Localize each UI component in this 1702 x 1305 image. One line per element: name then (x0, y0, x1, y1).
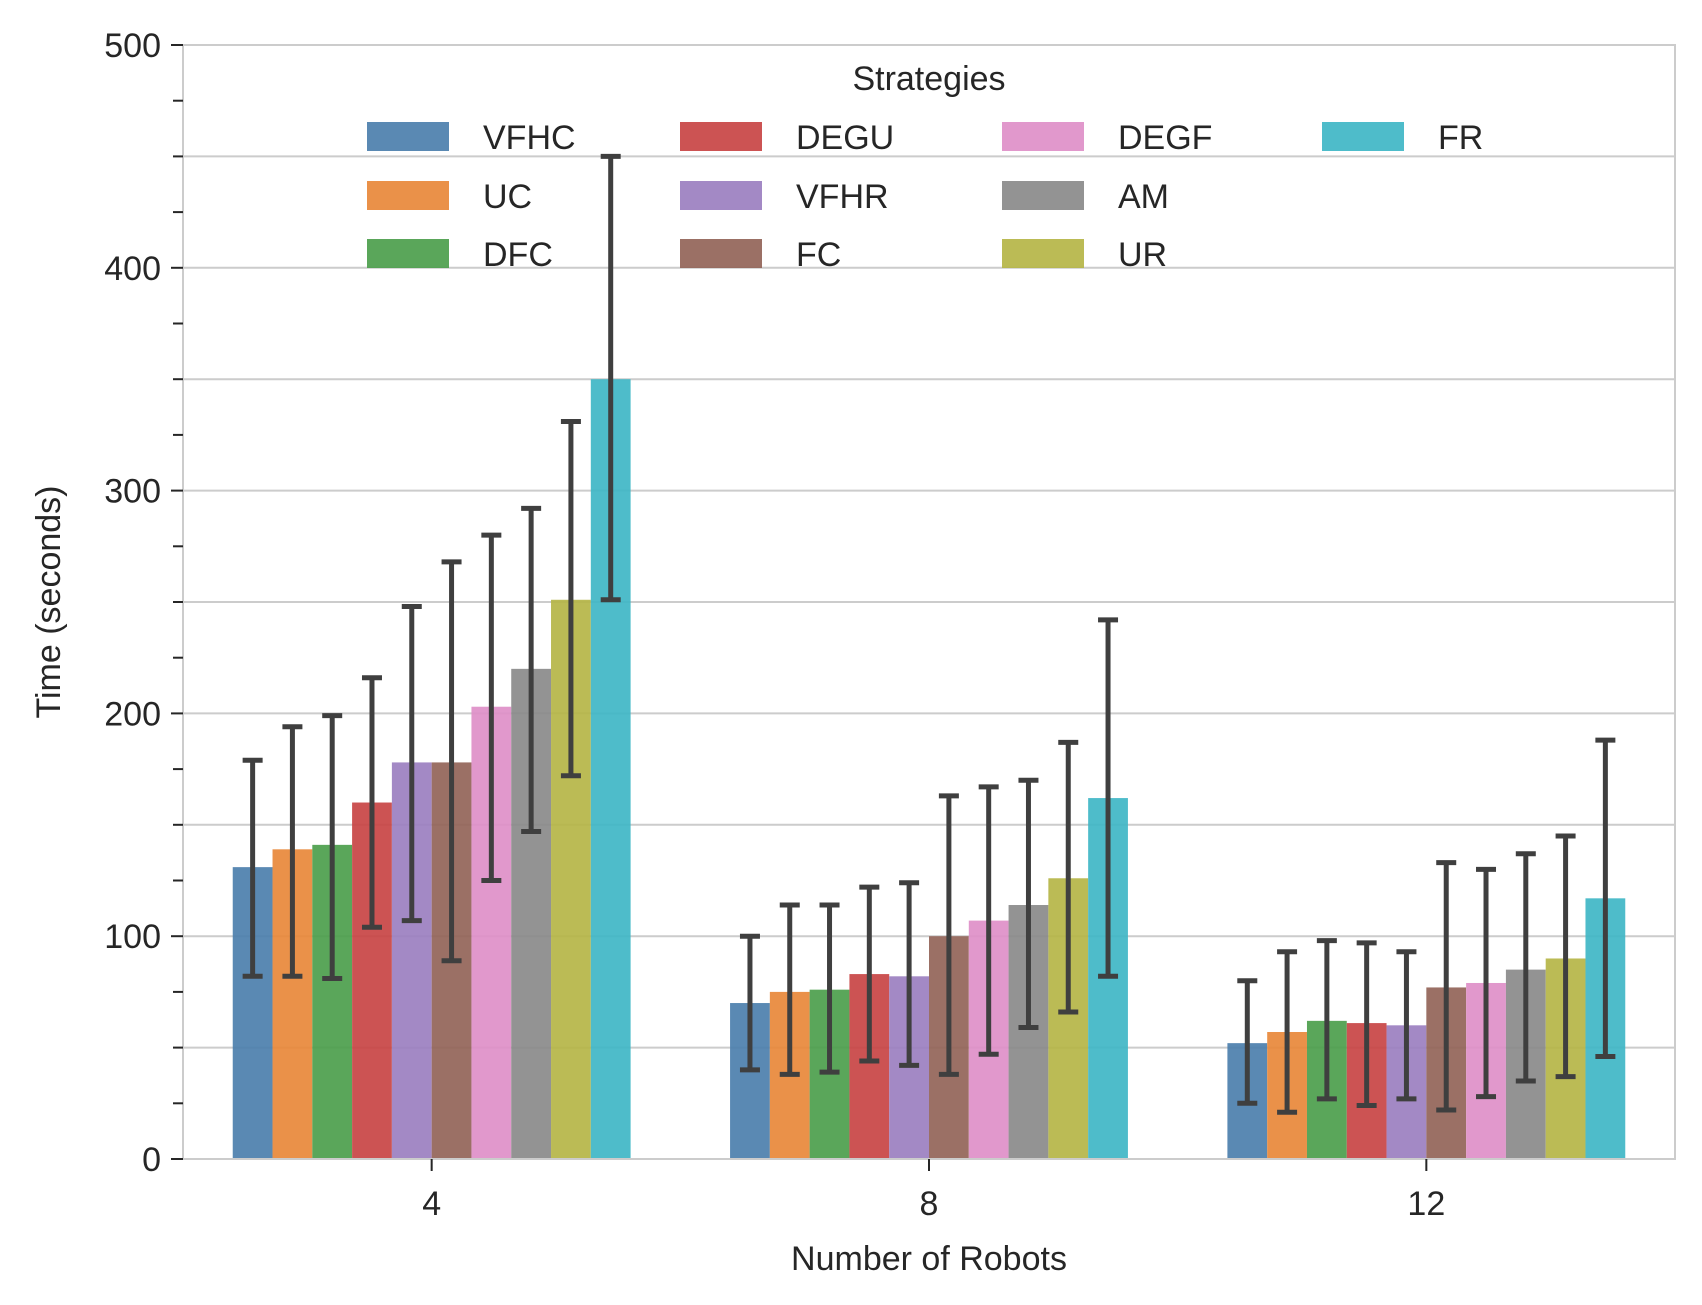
legend-label-fr: FR (1438, 119, 1483, 157)
error-bar-vfhr-8 (899, 880, 920, 1068)
error-bar-degf-8 (978, 784, 999, 1057)
legend-swatch-am (1002, 181, 1084, 210)
legend-label-degu: DEGU (796, 119, 894, 157)
x-tick-label: 8 (920, 1185, 939, 1223)
error-bar-degu-12 (1356, 940, 1377, 1109)
error-bar-vfhc-8 (739, 933, 760, 1073)
legend-swatch-dfc (367, 239, 449, 268)
error-bar-am-8 (1018, 777, 1039, 1031)
legend-label-dfc: DFC (483, 236, 553, 274)
error-bar-fc-8 (938, 793, 959, 1077)
legend-label-fc: FC (796, 236, 841, 274)
bars (232, 379, 1626, 1159)
y-tick-label: 500 (104, 27, 161, 65)
legend-title: Strategies (852, 60, 1005, 98)
error-bar-vfhr-12 (1396, 949, 1417, 1102)
error-bar-fc-12 (1436, 860, 1457, 1113)
y-axis: 0 100 200 300 400 500 (104, 27, 183, 1179)
error-bar-ur-8 (1058, 739, 1079, 1015)
y-tick-label: 200 (104, 695, 161, 733)
legend-label-vfhc: VFHC (483, 119, 576, 157)
y-tick-label: 0 (142, 1141, 161, 1179)
error-bar-vfhc-4 (242, 757, 263, 979)
error-bar-am-4 (521, 505, 542, 834)
error-bar-degu-8 (859, 884, 880, 1064)
error-bar-degf-12 (1476, 866, 1497, 1100)
error-bar-uc-4 (282, 724, 303, 979)
legend-label-vfhr: VFHR (796, 178, 889, 216)
error-bar-fr-12 (1595, 737, 1616, 1060)
error-bar-uc-12 (1277, 949, 1298, 1115)
error-bars (242, 153, 1616, 1115)
error-bar-fc-4 (441, 559, 462, 964)
legend-swatch-fr (1322, 122, 1404, 151)
legend-swatch-fc (680, 239, 762, 268)
legend-swatch-ur (1002, 239, 1084, 268)
error-bar-fr-8 (1098, 617, 1119, 979)
legend-label-degf: DEGF (1118, 119, 1212, 157)
legend-swatch-vfhr (680, 181, 762, 210)
error-bar-degf-4 (481, 532, 502, 883)
error-bar-ur-4 (560, 419, 581, 779)
error-bar-uc-8 (779, 902, 800, 1077)
error-bar-vfhr-4 (401, 603, 422, 924)
y-axis-label: Time (seconds) (30, 485, 68, 718)
error-bar-dfc-8 (819, 902, 840, 1075)
error-bar-dfc-12 (1316, 938, 1337, 1102)
x-axis: 4 8 12 (422, 1159, 1445, 1223)
error-bar-ur-12 (1555, 833, 1576, 1080)
error-bar-dfc-4 (322, 713, 343, 982)
error-bar-am-12 (1515, 851, 1536, 1084)
y-tick-label: 400 (104, 250, 161, 288)
error-bar-vfhc-12 (1237, 978, 1258, 1106)
legend-swatch-uc (367, 181, 449, 210)
legend-label-am: AM (1118, 178, 1169, 216)
legend: Strategies VFHC UC DFC DEGU VFHR FC DEGF AM UR FR (367, 60, 1483, 274)
error-bar-degu-4 (361, 675, 382, 930)
legend-label-uc: UC (483, 178, 532, 216)
legend-swatch-degf (1002, 122, 1084, 151)
legend-label-ur: UR (1118, 236, 1167, 274)
legend-swatch-degu (680, 122, 762, 151)
x-tick-label: 12 (1407, 1185, 1445, 1223)
y-tick-label: 100 (104, 918, 161, 956)
error-bar-fr-4 (600, 153, 621, 603)
x-axis-label: Number of Robots (791, 1240, 1067, 1278)
legend-swatch-vfhc (367, 122, 449, 151)
y-tick-label: 300 (104, 473, 161, 511)
x-tick-label: 4 (422, 1185, 441, 1223)
